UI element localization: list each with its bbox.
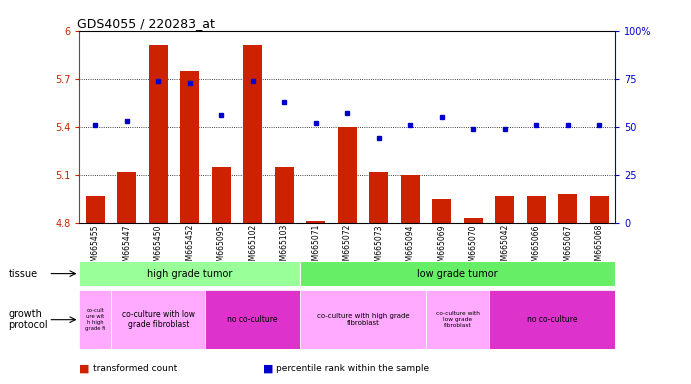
Bar bbox=[590, 195, 609, 223]
Text: co-culture with high grade
fibroblast: co-culture with high grade fibroblast bbox=[316, 313, 409, 326]
Text: no co-culture: no co-culture bbox=[227, 315, 278, 324]
Text: co-cult
ure wit
h high
grade fi: co-cult ure wit h high grade fi bbox=[85, 308, 106, 331]
Text: low grade tumor: low grade tumor bbox=[417, 268, 498, 279]
Bar bbox=[300, 290, 426, 349]
Bar bbox=[495, 195, 514, 223]
Bar bbox=[401, 175, 419, 223]
Bar bbox=[433, 199, 451, 223]
Bar bbox=[369, 172, 388, 223]
Text: tissue: tissue bbox=[8, 268, 37, 279]
Bar bbox=[149, 45, 168, 223]
Bar bbox=[338, 127, 357, 223]
Text: transformed count: transformed count bbox=[93, 364, 178, 373]
Text: ■: ■ bbox=[79, 364, 90, 374]
Text: ■: ■ bbox=[263, 364, 273, 374]
Bar bbox=[111, 290, 205, 349]
Text: no co-culture: no co-culture bbox=[527, 315, 577, 324]
Bar bbox=[79, 290, 111, 349]
Bar bbox=[306, 221, 325, 223]
Bar bbox=[464, 218, 483, 223]
Bar bbox=[180, 71, 199, 223]
Bar bbox=[79, 261, 300, 286]
Bar bbox=[205, 290, 300, 349]
Bar bbox=[117, 172, 136, 223]
Bar bbox=[489, 290, 615, 349]
Bar bbox=[211, 167, 231, 223]
Text: GDS4055 / 220283_at: GDS4055 / 220283_at bbox=[77, 17, 215, 30]
Text: percentile rank within the sample: percentile rank within the sample bbox=[276, 364, 430, 373]
Bar bbox=[426, 290, 489, 349]
Bar bbox=[275, 167, 294, 223]
Text: growth
protocol: growth protocol bbox=[8, 309, 48, 331]
Bar bbox=[300, 261, 615, 286]
Bar bbox=[86, 195, 104, 223]
Text: co-culture with low
grade fibroblast: co-culture with low grade fibroblast bbox=[122, 310, 195, 329]
Text: co-culture with
low grade
fibroblast: co-culture with low grade fibroblast bbox=[435, 311, 480, 328]
Bar bbox=[558, 194, 577, 223]
Bar bbox=[527, 195, 546, 223]
Bar bbox=[243, 45, 262, 223]
Text: high grade tumor: high grade tumor bbox=[147, 268, 232, 279]
